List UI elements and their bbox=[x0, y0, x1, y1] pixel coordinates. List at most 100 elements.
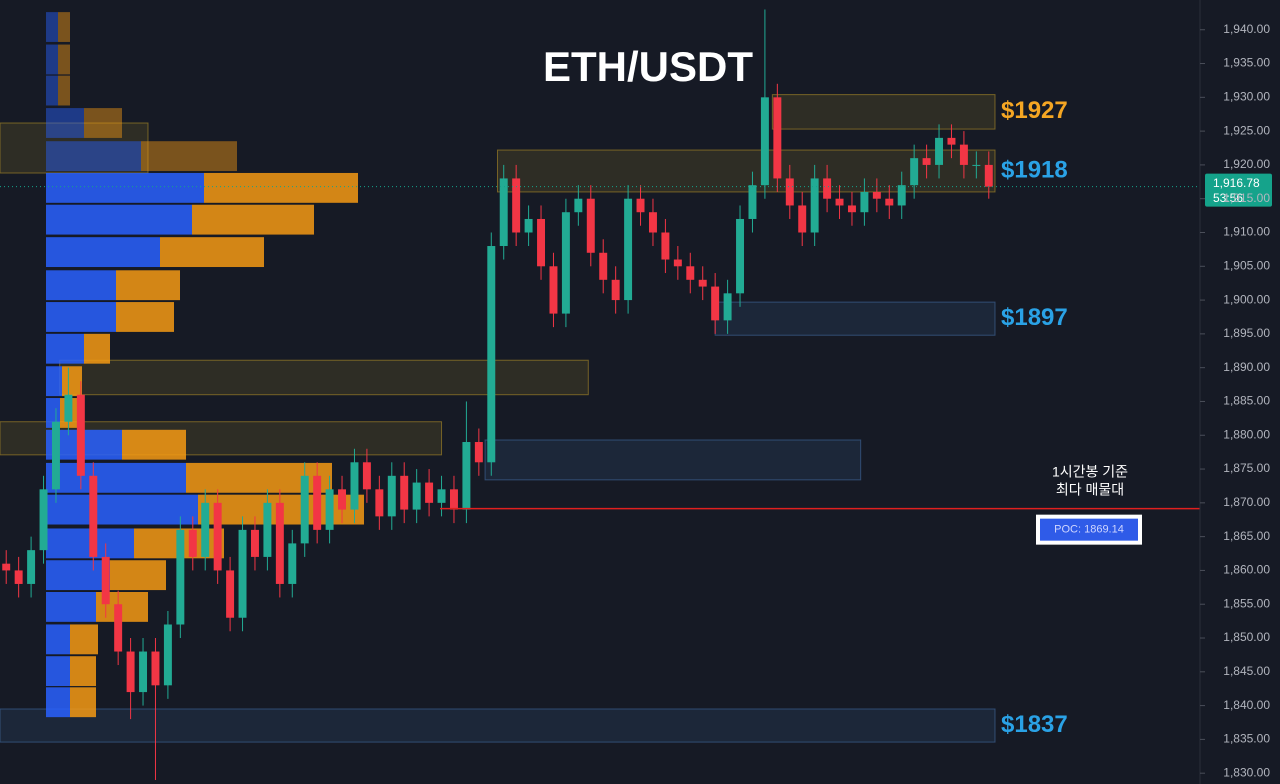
profile-buy bbox=[46, 333, 84, 364]
y-tick-label: 1,855.00 bbox=[1223, 596, 1270, 610]
candles bbox=[2, 9, 993, 780]
profile-sell bbox=[192, 204, 314, 235]
y-tick-label: 1,890.00 bbox=[1223, 360, 1270, 374]
candle-body bbox=[661, 232, 670, 260]
candle-body bbox=[338, 489, 347, 510]
candle-body bbox=[375, 489, 384, 517]
candle-body bbox=[462, 442, 471, 510]
candle-body bbox=[561, 212, 570, 314]
candle-body bbox=[213, 502, 222, 571]
y-tick-label: 1,870.00 bbox=[1223, 495, 1270, 509]
profile-sell bbox=[84, 108, 122, 138]
zone bbox=[0, 122, 149, 174]
candle-body bbox=[935, 137, 944, 165]
candle-body bbox=[910, 158, 919, 186]
candle-body bbox=[972, 164, 981, 166]
zone bbox=[59, 359, 589, 396]
candle-body bbox=[101, 556, 110, 605]
profile-buy bbox=[46, 560, 110, 591]
candle-body bbox=[114, 604, 123, 652]
y-tick-label: 1,840.00 bbox=[1223, 698, 1270, 712]
profile-sell bbox=[204, 172, 358, 203]
candle-body bbox=[39, 489, 48, 551]
candle-body bbox=[947, 137, 956, 145]
candle-body bbox=[325, 489, 334, 530]
profile-buy bbox=[46, 302, 116, 332]
y-tick-label: 1,925.00 bbox=[1223, 123, 1270, 137]
poc-box bbox=[1040, 518, 1138, 541]
profile-buy bbox=[46, 592, 96, 622]
last-price-box bbox=[1205, 173, 1272, 207]
zone-label: $1897 bbox=[1001, 304, 1068, 331]
profile-sell bbox=[116, 270, 180, 301]
candle-body bbox=[362, 462, 371, 490]
candle-body bbox=[922, 158, 931, 165]
profile-buy bbox=[46, 204, 192, 235]
candle-body bbox=[126, 651, 135, 693]
candle-body bbox=[499, 178, 508, 247]
profile-sell bbox=[70, 687, 96, 718]
countdown: 53:56 bbox=[1213, 191, 1243, 205]
candle-body bbox=[2, 563, 11, 571]
candle-body bbox=[474, 442, 483, 463]
candle-body bbox=[238, 529, 247, 618]
profile-buy bbox=[46, 624, 70, 655]
candle-body bbox=[760, 97, 769, 186]
profile-buy bbox=[46, 656, 70, 687]
candle-body bbox=[798, 205, 807, 233]
y-tick-label: 1,895.00 bbox=[1223, 326, 1270, 340]
candle-body bbox=[723, 293, 732, 321]
candle-body bbox=[636, 198, 645, 213]
candle-body bbox=[823, 178, 832, 199]
candle-body bbox=[711, 286, 720, 321]
candle-body bbox=[263, 502, 272, 557]
profile-buy bbox=[46, 172, 204, 203]
zone bbox=[771, 94, 996, 130]
poc-note: 최다 매물대 bbox=[1056, 481, 1124, 497]
candle-body bbox=[512, 178, 521, 233]
zone-label: $1927 bbox=[1001, 97, 1068, 124]
profile-buy bbox=[46, 141, 141, 172]
candle-body bbox=[624, 198, 633, 301]
profile-sell bbox=[70, 656, 96, 687]
zone bbox=[497, 149, 996, 193]
y-tick-label: 1,930.00 bbox=[1223, 89, 1270, 103]
candle-body bbox=[250, 529, 259, 557]
candle-body bbox=[487, 246, 496, 463]
candle-body bbox=[736, 218, 745, 294]
profile-sell bbox=[58, 75, 70, 106]
y-tick-label: 1,875.00 bbox=[1223, 461, 1270, 475]
candle-body bbox=[537, 218, 546, 267]
candle-body bbox=[275, 502, 284, 584]
candle-body bbox=[163, 624, 172, 686]
candle-body bbox=[586, 198, 595, 253]
profile-sell bbox=[116, 302, 174, 332]
profile-sell bbox=[62, 366, 82, 397]
profile-buy bbox=[46, 75, 58, 106]
profile-sell bbox=[84, 333, 110, 364]
candle-body bbox=[599, 252, 608, 280]
candle-body bbox=[524, 218, 533, 233]
y-axis: 1,830.00 1,835.00 1,840.00 1,845.00 1,850.00… bbox=[1200, 22, 1270, 779]
candle-body bbox=[574, 198, 583, 213]
candle-body bbox=[300, 475, 309, 544]
candle-body bbox=[76, 394, 85, 476]
profile-buy bbox=[46, 44, 58, 75]
profile-sell bbox=[70, 624, 98, 655]
candle-body bbox=[698, 279, 707, 287]
last-price-label: 1,916.78 bbox=[1213, 176, 1260, 190]
candle-body bbox=[648, 212, 657, 233]
candle-body bbox=[872, 191, 881, 199]
candle-body bbox=[64, 394, 73, 422]
candle-body bbox=[673, 259, 682, 267]
candle-body bbox=[860, 191, 869, 213]
profile-buy bbox=[46, 462, 186, 493]
chart-title: ETH/USDT bbox=[543, 43, 753, 90]
candle-body bbox=[959, 144, 968, 165]
candle-body bbox=[412, 482, 421, 510]
zone-label: $1918 bbox=[1001, 156, 1068, 183]
candle-body bbox=[835, 198, 844, 206]
candle-body bbox=[89, 475, 98, 557]
candle-body bbox=[27, 550, 36, 584]
